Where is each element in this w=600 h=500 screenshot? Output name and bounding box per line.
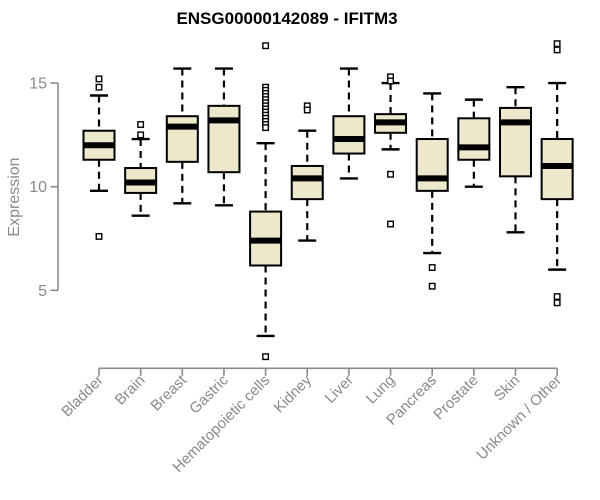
x-tick-label: Liver bbox=[322, 372, 357, 407]
iqr-box bbox=[207, 104, 241, 174]
x-tick-label: Prostate bbox=[430, 372, 482, 424]
iqr-box bbox=[165, 115, 199, 163]
iqr-box bbox=[332, 115, 366, 155]
iqr-box bbox=[290, 164, 324, 201]
outlier-point bbox=[387, 170, 394, 178]
outlier-point bbox=[428, 264, 436, 271]
outlier-point bbox=[553, 293, 561, 301]
box-lung bbox=[374, 73, 408, 228]
outlier-point bbox=[262, 124, 270, 132]
outlier-point bbox=[137, 121, 145, 128]
box-pancreas bbox=[415, 92, 449, 290]
box-prostate bbox=[457, 98, 491, 188]
x-tick-label: Bladder bbox=[58, 372, 107, 421]
box-kidney bbox=[290, 102, 324, 242]
outlier-point bbox=[95, 83, 103, 91]
y-tick-label: 10 bbox=[29, 179, 47, 196]
y-tick-label: 5 bbox=[38, 283, 47, 300]
y-tick-label: 15 bbox=[29, 76, 47, 93]
box-bladder bbox=[82, 75, 116, 240]
outlier-point bbox=[95, 75, 103, 83]
x-tick-label: Skin bbox=[491, 372, 524, 405]
outlier-point bbox=[137, 131, 145, 139]
x-tick-label: Brain bbox=[112, 372, 149, 409]
iqr-box bbox=[499, 106, 532, 178]
outlier-point bbox=[387, 77, 394, 85]
box-skin bbox=[499, 85, 532, 234]
x-tick-label: Breast bbox=[147, 371, 190, 414]
box-breast bbox=[165, 67, 199, 205]
box-gastric bbox=[207, 67, 241, 207]
outlier-point bbox=[262, 353, 270, 361]
outlier-point bbox=[387, 220, 394, 228]
box-brain bbox=[124, 121, 158, 217]
box-hematopoietic-cells bbox=[249, 42, 283, 361]
outlier-point bbox=[428, 282, 436, 290]
x-tick-label: Lung bbox=[363, 372, 399, 408]
chart-title: ENSG00000142089 - IFITM3 bbox=[176, 9, 398, 28]
iqr-box bbox=[415, 138, 449, 192]
outlier-point bbox=[553, 299, 561, 307]
outlier-point bbox=[553, 46, 561, 54]
y-axis: 5 10 15 bbox=[29, 76, 59, 300]
outlier-point bbox=[262, 42, 270, 50]
outlier-point bbox=[95, 233, 103, 240]
box-liver bbox=[332, 67, 366, 180]
box-unknown-other bbox=[540, 40, 574, 307]
iqr-box bbox=[457, 117, 491, 161]
outlier-point bbox=[303, 106, 311, 114]
outlier-point bbox=[553, 40, 561, 48]
iqr-box bbox=[540, 138, 574, 201]
y-axis-title: Expression bbox=[6, 157, 23, 237]
x-tick-label: Kidney bbox=[271, 371, 316, 416]
